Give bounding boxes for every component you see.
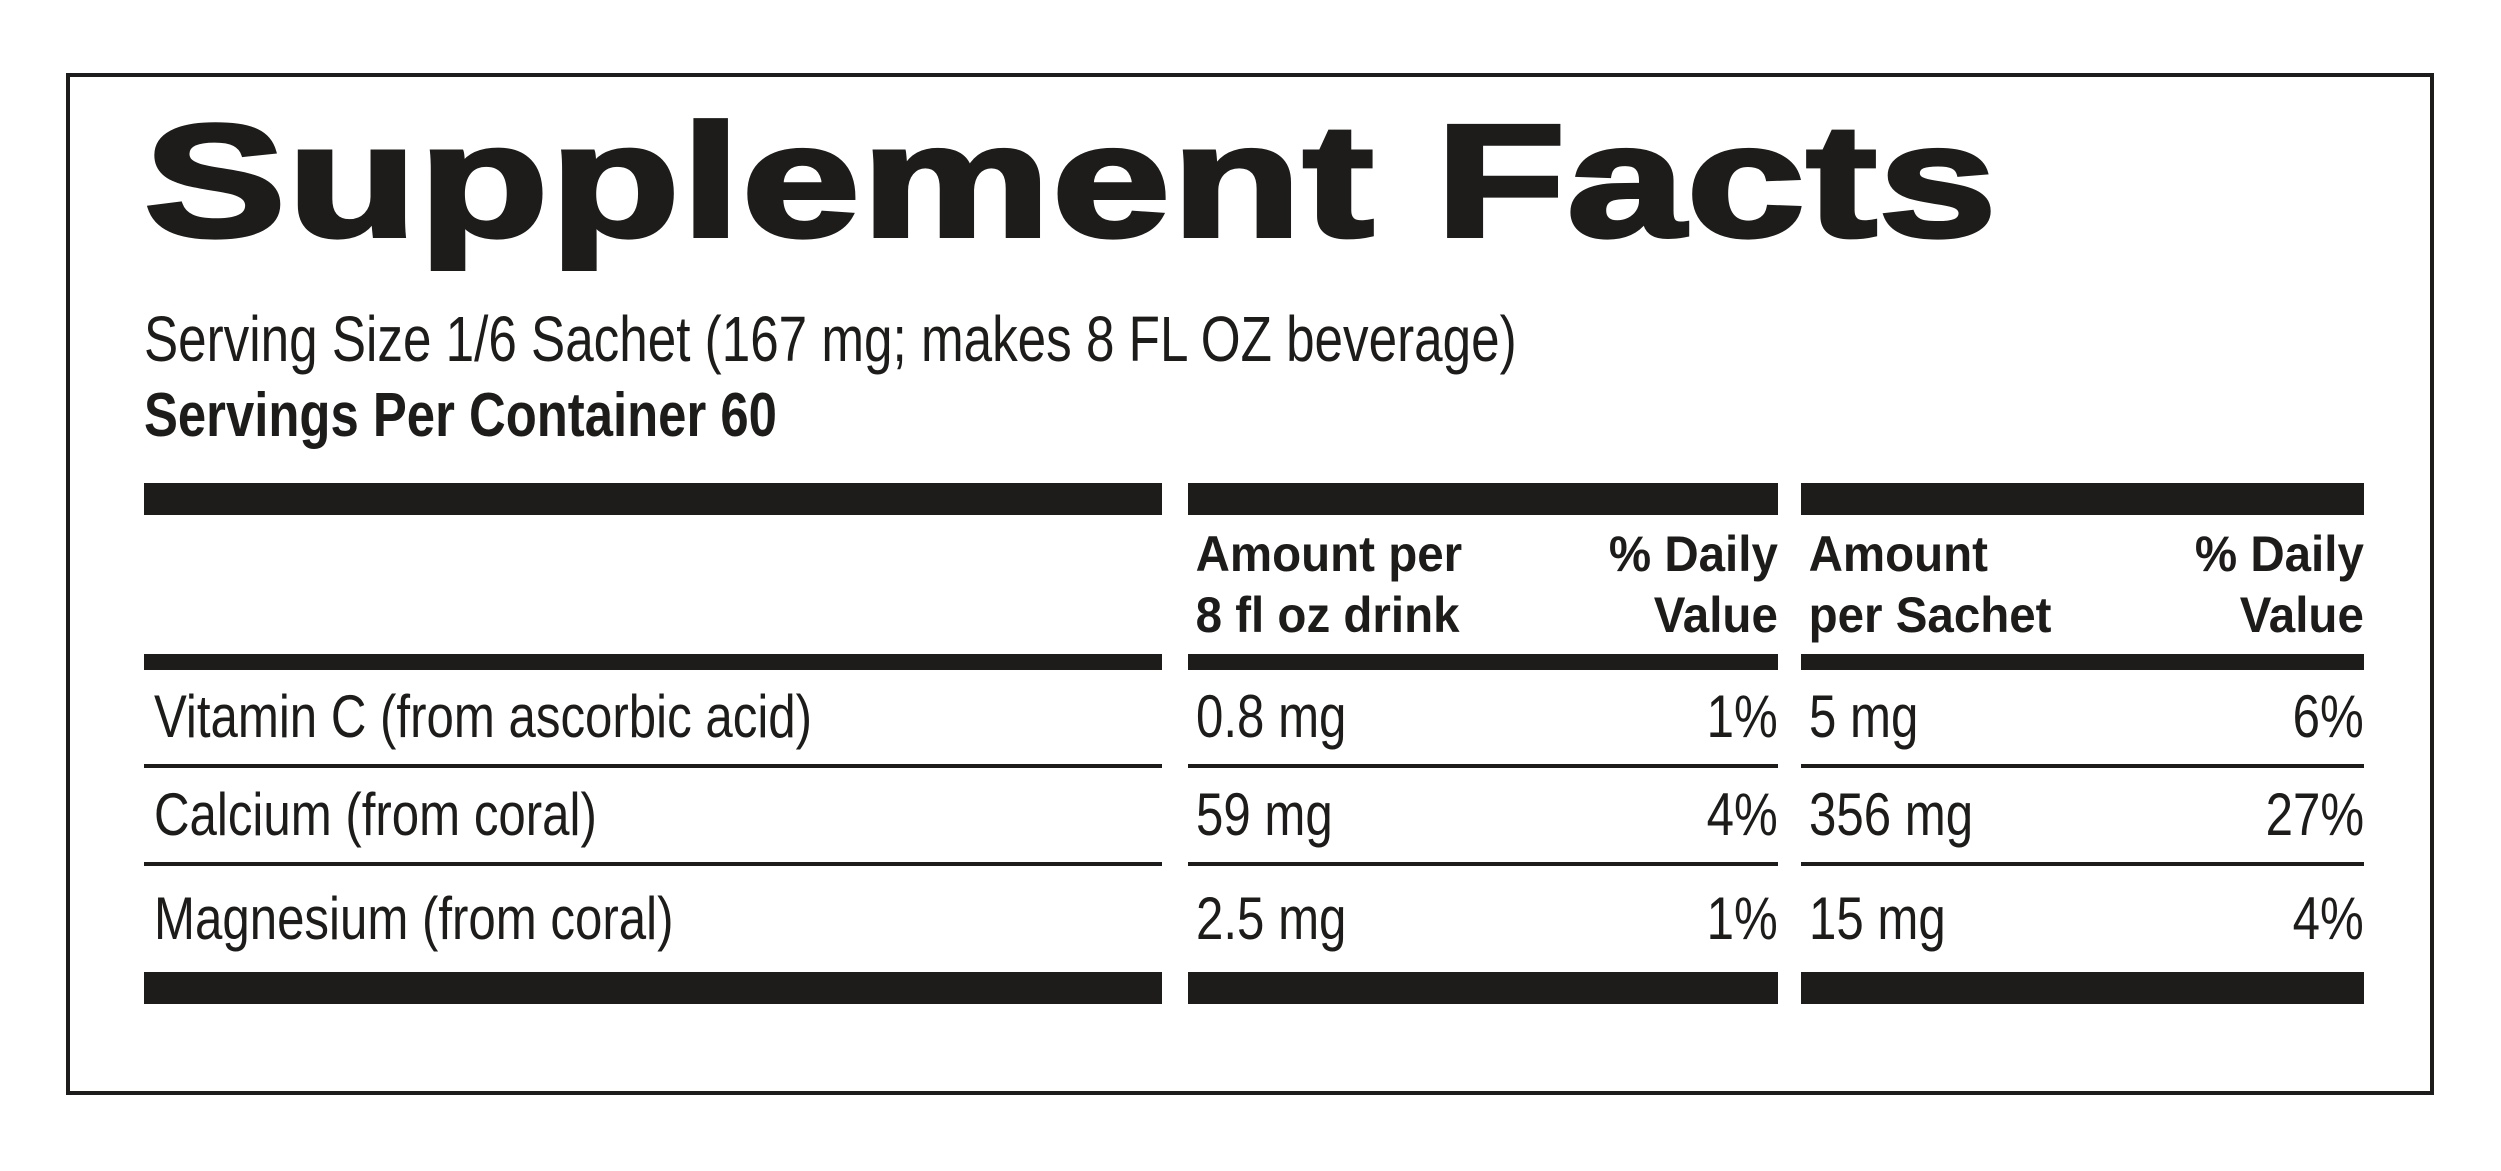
- header-row-per-drink: Amount per 8 fl oz drink % Daily Value: [1188, 515, 1778, 654]
- serving-size-line: Serving Size 1/6 Sachet (167 mg; makes 8…: [144, 307, 2365, 371]
- nutrient-name-text: Vitamin C (from ascorbic acid): [154, 683, 813, 750]
- header-amount-per-drink: Amount per 8 fl oz drink: [1188, 524, 1463, 646]
- header-daily-value-drink: % Daily Value: [1609, 524, 1778, 646]
- header-line: Value: [2239, 586, 2364, 643]
- header-divider-bar: [144, 654, 1162, 670]
- daily-value-sachet: 6%: [2277, 687, 2364, 747]
- facts-table: Vitamin C (from ascorbic acid) Calcium (…: [144, 483, 2364, 1004]
- header-line: per Sachet: [1808, 586, 2052, 643]
- row-divider: [1188, 862, 1778, 866]
- table-row: Calcium (from coral): [144, 768, 1162, 862]
- table-row: Magnesium (from coral): [144, 866, 1162, 972]
- header-line: Value: [1653, 586, 1778, 643]
- header-daily-value-sachet: % Daily Value: [2195, 524, 2364, 646]
- table-row: 5 mg 6%: [1801, 670, 2364, 764]
- serving-size-text: Serving Size 1/6 Sachet (167 mg; makes 8…: [144, 303, 1517, 375]
- percent-text: 27%: [2265, 781, 2364, 848]
- header-amount-per-sachet: Amount per Sachet: [1801, 524, 2052, 646]
- section-per-drink: Amount per 8 fl oz drink % Daily Value 0.8…: [1188, 483, 1778, 1004]
- header-line: Amount per: [1195, 525, 1463, 582]
- table-row: 59 mg 4%: [1188, 768, 1778, 862]
- top-bar: [1801, 483, 2364, 515]
- bottom-bar: [1188, 972, 1778, 1004]
- table-row: 2.5 mg 1%: [1188, 866, 1778, 972]
- header-cell-empty: [144, 515, 1162, 654]
- percent-text: 4%: [2292, 885, 2364, 952]
- percent-text: 1%: [1706, 683, 1778, 750]
- servings-per-container-text: Servings Per Container 60: [144, 381, 777, 450]
- table-row: Vitamin C (from ascorbic acid): [144, 670, 1162, 764]
- amount-text: 0.8 mg: [1196, 683, 1347, 750]
- amount-per-drink-value: 2.5 mg: [1188, 889, 1379, 949]
- section-nutrient-names: Vitamin C (from ascorbic acid) Calcium (…: [144, 483, 1162, 1004]
- daily-value-sachet: 4%: [2277, 889, 2364, 949]
- percent-text: 1%: [1706, 885, 1778, 952]
- amount-text: 2.5 mg: [1196, 885, 1347, 952]
- daily-value-drink: 1%: [1691, 889, 1778, 949]
- amount-text: 15 mg: [1809, 885, 1946, 952]
- section-gap: [1162, 483, 1188, 1004]
- header-line: % Daily: [2195, 525, 2364, 582]
- amount-per-sachet-value: 356 mg: [1801, 785, 2009, 845]
- percent-text: 4%: [1706, 781, 1778, 848]
- header-line: Amount: [1808, 525, 1989, 582]
- bottom-bar: [144, 972, 1162, 1004]
- row-divider: [144, 764, 1162, 768]
- section-gap: [1778, 483, 1801, 1004]
- top-bar: [144, 483, 1162, 515]
- row-divider: [144, 862, 1162, 866]
- nutrient-name-text: Magnesium (from coral): [154, 885, 674, 952]
- amount-text: 356 mg: [1809, 781, 1974, 848]
- amount-text: 59 mg: [1196, 781, 1333, 848]
- nutrient-name-text: Calcium (from coral): [154, 781, 597, 848]
- header-row-per-sachet: Amount per Sachet % Daily Value: [1801, 515, 2364, 654]
- amount-per-sachet-value: 15 mg: [1801, 889, 1976, 949]
- daily-value-sachet: 27%: [2244, 785, 2364, 845]
- daily-value-drink: 1%: [1691, 687, 1778, 747]
- header-line: % Daily: [1609, 525, 1778, 582]
- table-row: 15 mg 4%: [1801, 866, 2364, 972]
- header-divider-bar: [1188, 654, 1778, 670]
- servings-per-container-line: Servings Per Container 60: [144, 385, 2365, 447]
- row-divider: [1188, 764, 1778, 768]
- percent-text: 6%: [2292, 683, 2364, 750]
- nutrient-name: Calcium (from coral): [144, 785, 694, 845]
- amount-per-drink-value: 59 mg: [1188, 785, 1363, 845]
- table-row: 356 mg 27%: [1801, 768, 2364, 862]
- header-divider-bar: [1801, 654, 2364, 670]
- amount-per-sachet-value: 5 mg: [1801, 687, 1942, 747]
- label-title: Supplement Facts: [141, 91, 1999, 270]
- amount-per-drink-value: 0.8 mg: [1188, 687, 1379, 747]
- table-row: 0.8 mg 1%: [1188, 670, 1778, 764]
- daily-value-drink: 4%: [1691, 785, 1778, 845]
- row-divider: [1801, 862, 2364, 866]
- nutrient-name: Vitamin C (from ascorbic acid): [144, 687, 956, 747]
- top-bar: [1188, 483, 1778, 515]
- amount-text: 5 mg: [1809, 683, 1919, 750]
- header-line: 8 fl oz drink: [1195, 586, 1460, 643]
- bottom-bar: [1801, 972, 2364, 1004]
- supplement-facts-label: Supplement Facts Serving Size 1/6 Sachet…: [66, 73, 2434, 1095]
- section-per-sachet: Amount per Sachet % Daily Value 5 mg 6% 35…: [1801, 483, 2364, 1004]
- nutrient-name: Magnesium (from coral): [144, 889, 788, 949]
- row-divider: [1801, 764, 2364, 768]
